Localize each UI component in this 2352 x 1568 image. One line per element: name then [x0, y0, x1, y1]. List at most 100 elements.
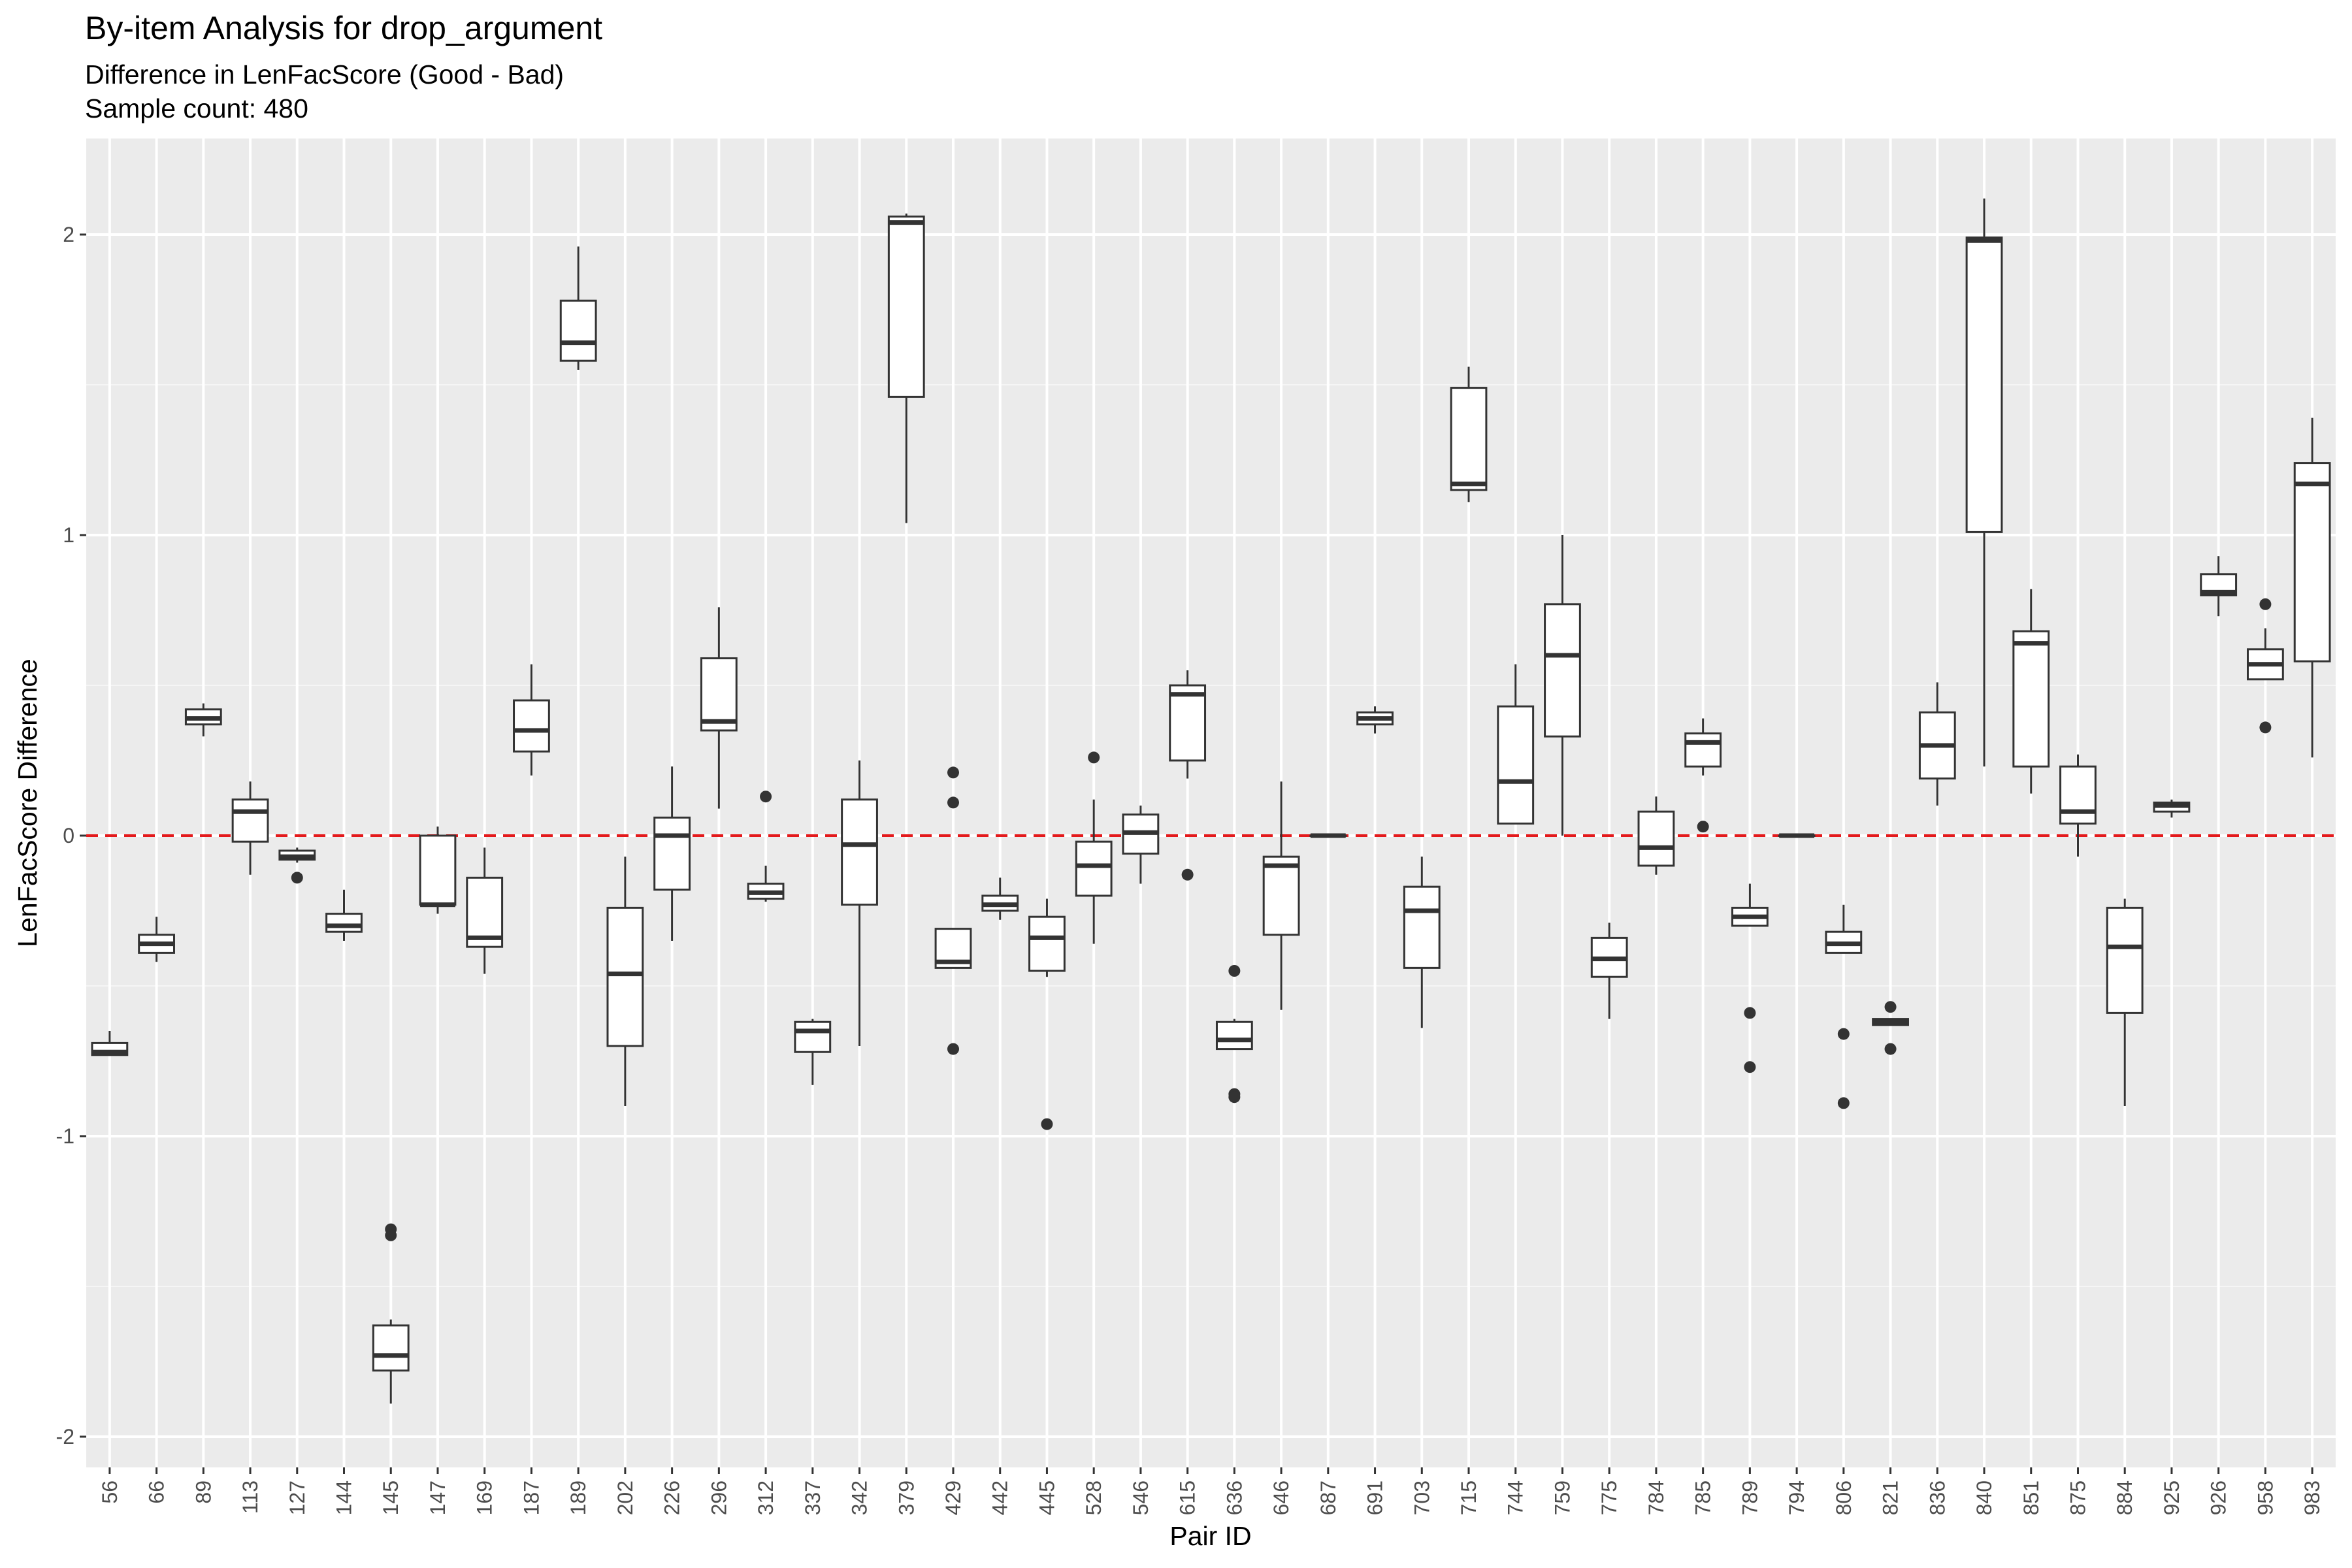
x-tick-label: 342: [848, 1480, 872, 1515]
x-tick-label: 794: [1785, 1480, 1808, 1515]
box-iqr: [841, 798, 878, 906]
boxplot-775: [1590, 923, 1628, 1019]
x-tick-label: 687: [1316, 1480, 1340, 1515]
box-iqr: [1497, 705, 1535, 825]
x-tick-label: 636: [1222, 1480, 1246, 1515]
chart-title: By-item Analysis for drop_argument: [85, 10, 602, 46]
boxplot-615: [1169, 670, 1207, 881]
x-tick-label: 840: [1972, 1480, 1996, 1515]
x-tick-label: 113: [238, 1480, 262, 1514]
outlier-point: [1228, 1091, 1241, 1103]
boxplot-875: [2059, 754, 2097, 857]
x-tick-label: 337: [801, 1480, 825, 1515]
outlier-point: [1744, 1061, 1756, 1073]
boxplot-169: [466, 847, 504, 974]
boxplot-958: [2247, 598, 2284, 734]
boxplot-851: [2012, 589, 2050, 794]
boxplot-337: [794, 1019, 832, 1085]
x-tick-label: 528: [1082, 1480, 1105, 1515]
box-iqr: [231, 798, 269, 843]
boxplot-691: [1356, 706, 1394, 734]
box-iqr: [1965, 237, 2003, 533]
x-tick-label: 715: [1457, 1480, 1480, 1515]
boxplot-89: [184, 703, 222, 737]
x-tick-label: 691: [1364, 1480, 1387, 1515]
outlier-point: [2259, 721, 2272, 734]
boxplot-342: [841, 760, 878, 1046]
outlier-point: [1041, 1118, 1053, 1130]
x-tick-label: 56: [98, 1480, 122, 1504]
box-iqr: [1684, 732, 1722, 768]
boxplot-759: [1544, 535, 1581, 836]
x-tick-label: 202: [613, 1480, 637, 1515]
chart-subtitle: Difference in LenFacScore (Good - Bad): [85, 59, 564, 90]
box-iqr: [887, 215, 925, 398]
boxplot-785: [1684, 718, 1722, 833]
y-tick-label: 1: [63, 523, 74, 547]
x-tick-label: 983: [2300, 1480, 2324, 1515]
y-tick-label: -1: [56, 1124, 74, 1148]
x-tick-label: 958: [2253, 1480, 2277, 1515]
boxplot-744: [1497, 664, 1535, 825]
outlier-point: [1181, 868, 1194, 881]
box-iqr: [700, 657, 738, 732]
x-tick-label: 144: [333, 1480, 356, 1515]
x-tick-label: 615: [1176, 1480, 1200, 1515]
boxplot-836: [1918, 682, 1956, 806]
box-iqr: [2059, 765, 2097, 825]
x-tick-label: 147: [426, 1480, 449, 1515]
box-iqr: [1262, 855, 1300, 936]
boxplot-806: [1825, 904, 1863, 1109]
x-tick-label: 189: [566, 1480, 590, 1515]
x-tick-label: 851: [2019, 1480, 2043, 1515]
x-axis-label: Pair ID: [1169, 1521, 1251, 1551]
outlier-point: [947, 766, 959, 779]
boxplot-202: [606, 857, 644, 1106]
x-tick-label: 66: [145, 1480, 169, 1504]
boxplot-113: [231, 781, 269, 875]
box-iqr: [2106, 906, 2144, 1014]
x-tick-label: 379: [894, 1480, 918, 1515]
box-iqr: [794, 1021, 832, 1053]
boxplot-926: [2200, 556, 2238, 617]
x-tick-label: 821: [1879, 1480, 1903, 1515]
y-tick-label: -2: [56, 1425, 74, 1448]
boxplot-127: [278, 847, 316, 884]
outlier-point: [1744, 1007, 1756, 1019]
boxplot-145: [372, 1223, 410, 1404]
box-iqr: [325, 913, 363, 933]
boxplot-983: [2293, 417, 2331, 758]
outlier-point: [947, 1043, 959, 1055]
x-tick-label: 836: [1925, 1480, 1949, 1515]
boxplot-442: [981, 877, 1019, 920]
boxplot-429: [934, 766, 972, 1055]
boxplot-226: [653, 766, 691, 941]
outlier-point: [385, 1229, 397, 1241]
box-iqr: [419, 834, 457, 906]
outlier-point: [760, 791, 772, 803]
x-tick-label: 296: [707, 1480, 730, 1515]
y-tick-label: 2: [63, 223, 74, 246]
plot-panel: [86, 139, 2336, 1467]
boxplot-312: [747, 791, 785, 902]
y-axis-ticks: -2 -1 0 1 2: [56, 223, 86, 1448]
boxplot-528: [1075, 751, 1113, 944]
x-tick-label: 875: [2066, 1480, 2089, 1515]
x-tick-label: 226: [661, 1480, 684, 1515]
box-iqr: [372, 1324, 410, 1372]
boxplot-379: [887, 213, 925, 523]
box-iqr: [1544, 603, 1581, 738]
x-tick-label: 775: [1597, 1480, 1621, 1515]
boxplot-636: [1215, 965, 1253, 1103]
outlier-point: [291, 872, 303, 884]
x-tick-label: 127: [286, 1480, 309, 1515]
box-iqr: [653, 816, 691, 891]
x-tick-label: 429: [941, 1480, 965, 1515]
box-iqr: [1028, 915, 1066, 972]
x-tick-label: 89: [191, 1480, 215, 1504]
boxplot-715: [1450, 367, 1488, 502]
y-tick-label: 0: [63, 824, 74, 847]
x-tick-label: 546: [1129, 1480, 1152, 1515]
x-tick-label: 169: [473, 1480, 497, 1515]
x-tick-label: 784: [1644, 1480, 1668, 1515]
